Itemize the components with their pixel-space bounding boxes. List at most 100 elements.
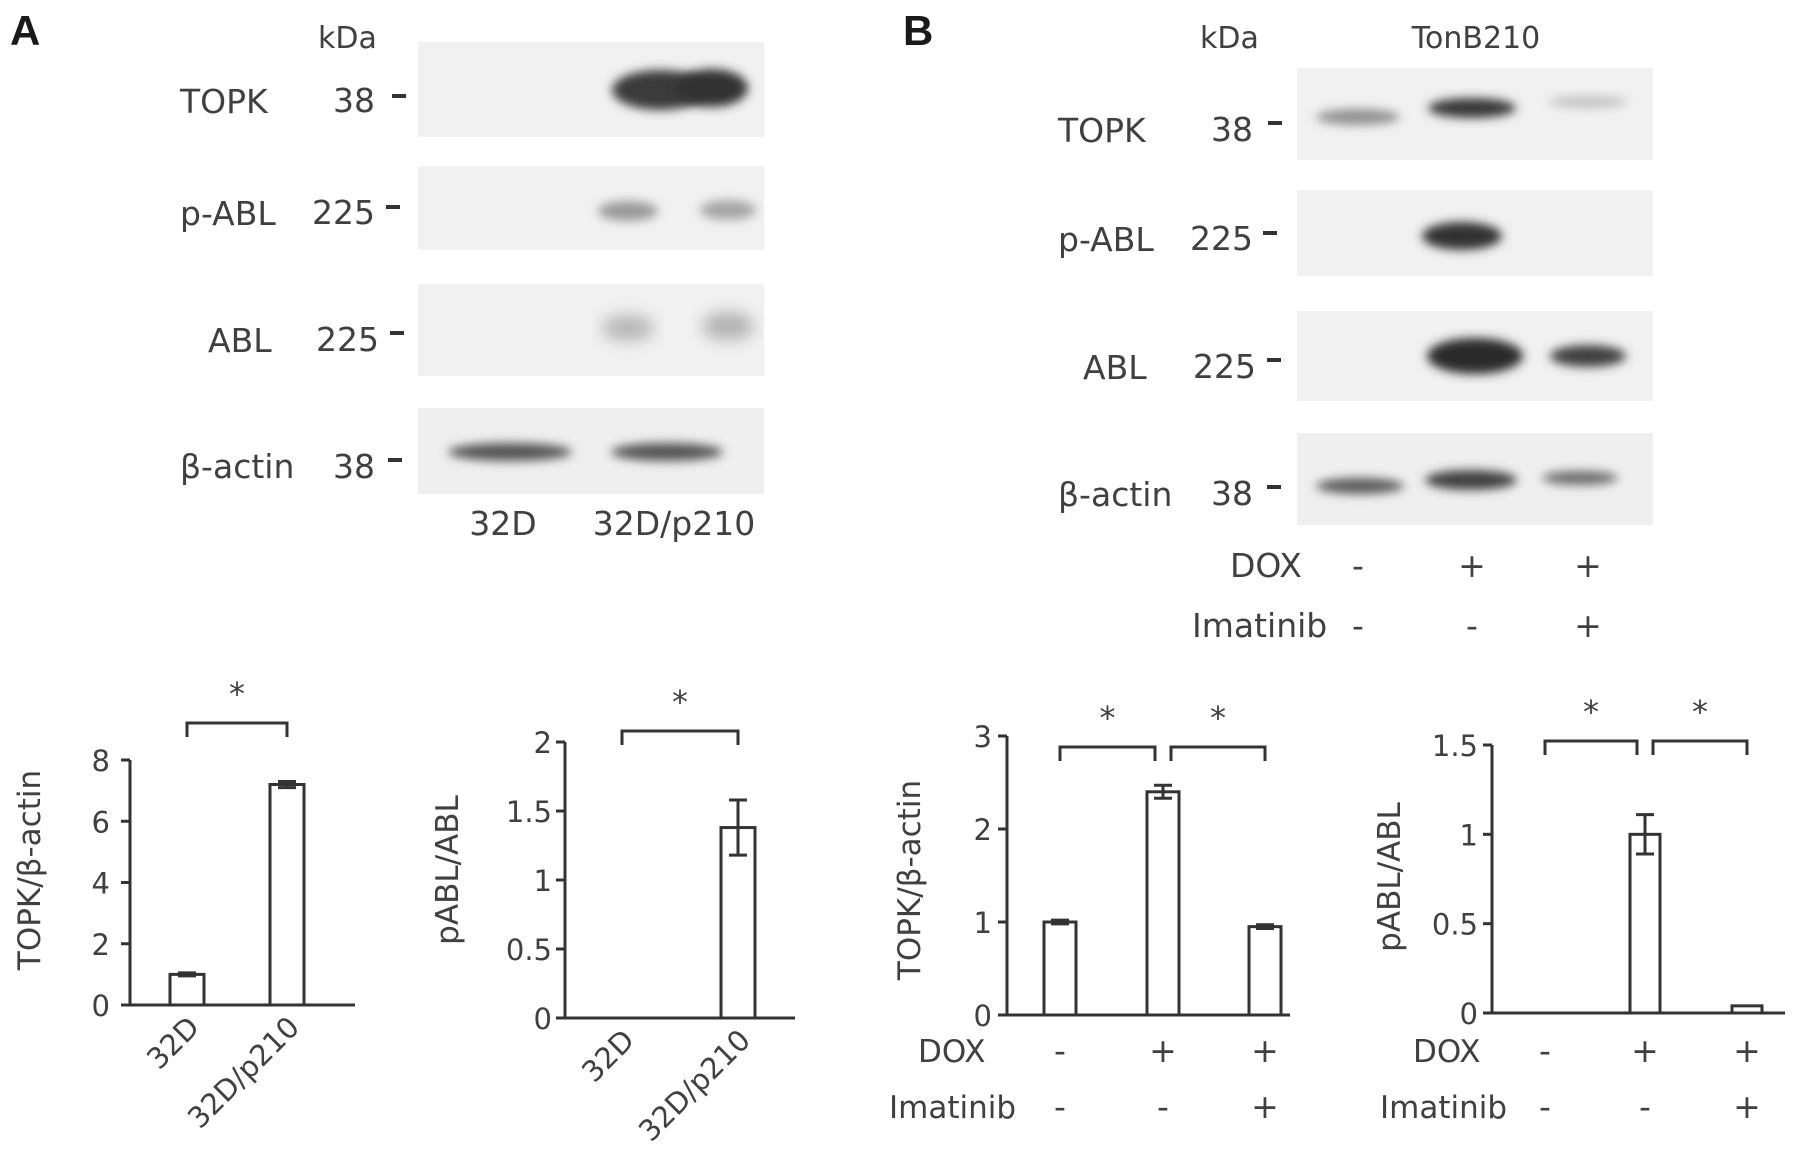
bar (1042, 920, 1078, 1017)
chart-b-topk-actin: 0 1 2 3 TOPK/β-actin * * DOX - + + Imatinib - - + (889, 699, 1290, 1126)
y-tick-label: 1.5 (506, 795, 552, 829)
treatment-sign: + (1631, 1031, 1659, 1070)
panel-b-treatment-sign: - (1352, 546, 1364, 585)
bar (268, 783, 306, 1007)
blot-band (700, 200, 756, 220)
bar (1247, 925, 1283, 1017)
treatment-sign: - (1054, 1031, 1066, 1070)
panel-a-kda-marker: 225 (312, 193, 375, 232)
y-axis-label: TOPK/β-actin (892, 780, 928, 981)
blot-band (1422, 222, 1502, 250)
panel-b-blot-row-actin: β-actin 38 (1058, 433, 1653, 525)
blot-band (1316, 478, 1404, 494)
panel-b-kda-marker: 38 (1211, 110, 1253, 149)
panel-a-blot-row-pabl: p-ABL 225 (180, 166, 764, 250)
x-category-label: 32D (575, 1023, 641, 1089)
y-tick-label: 2 (92, 928, 110, 962)
significance-bracket (1169, 745, 1267, 761)
significance-star: * (229, 675, 245, 713)
y-tick-label: 0 (1460, 997, 1478, 1031)
blot-band (1425, 470, 1517, 490)
panel-a-kda-marker: 38 (333, 447, 375, 486)
treatment-sign: - (1157, 1087, 1169, 1126)
panel-b-cell-line: TonB210 (1411, 21, 1540, 56)
treatment-label: DOX (918, 1034, 986, 1070)
panel-a-lane-label: 32D (469, 504, 536, 543)
treatment-sign: - (1539, 1031, 1551, 1070)
y-tick-label: 6 (92, 805, 110, 839)
x-category-label: 32D (140, 1010, 206, 1076)
panel-a-blot-row-abl: ABL 225 (208, 284, 764, 376)
y-tick-label: 1 (1460, 818, 1478, 852)
treatment-sign: + (1251, 1031, 1279, 1070)
panel-a-protein-label: p-ABL (180, 194, 276, 233)
panel-a-protein-label: TOPK (179, 82, 269, 121)
panel-b-kda-label: kDa (1200, 21, 1259, 56)
significance-star: * (1583, 693, 1599, 731)
y-tick-label: 1.5 (1432, 729, 1478, 763)
significance-star: * (1210, 699, 1226, 737)
treatment-label: DOX (1413, 1034, 1481, 1070)
y-axis-label: pABL/ABL (1372, 801, 1408, 951)
bar (1145, 790, 1181, 1017)
significance-bracket (185, 721, 289, 737)
blot-band (1548, 96, 1628, 108)
significance-bracket (1651, 739, 1749, 755)
panel-b-blot-row-topk: TOPK 38 (1057, 68, 1653, 160)
panel-b-treatment-sign: + (1574, 606, 1602, 645)
blot-band (598, 201, 658, 221)
y-axis-label: TOPK/β-actin (12, 770, 48, 971)
panel-b-treatment-sign: - (1466, 606, 1478, 645)
treatment-sign: - (1639, 1087, 1651, 1126)
panel-a-blot-row-topk: TOPK 38 (179, 42, 764, 137)
blot-band (448, 443, 572, 461)
x-category-label: 32D/p210 (632, 1023, 757, 1148)
y-tick-label: 8 (92, 744, 110, 778)
treatment-sign: + (1251, 1087, 1279, 1126)
blot-band (611, 443, 723, 461)
panel-b-treatment-label: Imatinib (1192, 606, 1327, 645)
treatment-sign: + (1733, 1031, 1761, 1070)
panel-b-treatment-sign: + (1574, 546, 1602, 585)
bar (168, 972, 206, 1007)
blot-band (1316, 109, 1400, 125)
treatment-sign: - (1054, 1087, 1066, 1126)
panel-b-blot: B kDa TonB210 TOPK 38 p-ABL 225 ABL 225 (903, 7, 1653, 645)
panel-b-letter: B (903, 7, 933, 54)
y-tick-label: 0 (92, 989, 110, 1023)
panel-a-lane-label: 32D/p210 (593, 504, 755, 543)
panel-b-protein-label: ABL (1083, 348, 1147, 387)
panel-a-protein-label: ABL (208, 321, 272, 360)
treatment-label: Imatinib (889, 1090, 1016, 1126)
panel-a-protein-label: β-actin (180, 447, 294, 486)
panel-b-protein-label: TOPK (1057, 111, 1147, 150)
bar (1628, 832, 1662, 1015)
significance-bracket (620, 729, 740, 745)
treatment-label: Imatinib (1380, 1090, 1507, 1126)
y-tick-label: 4 (92, 867, 110, 901)
panel-a-letter: A (10, 7, 40, 54)
panel-b-treatment-label: DOX (1230, 546, 1302, 585)
significance-bracket (1058, 745, 1157, 761)
panel-a-kda-marker: 225 (316, 320, 379, 359)
blot-band (602, 315, 654, 341)
bar (1730, 1004, 1764, 1015)
blot-band (676, 69, 748, 107)
blot-band (1427, 338, 1523, 374)
panel-b-kda-marker: 225 (1193, 347, 1256, 386)
significance-star: * (1692, 693, 1708, 731)
blot-band (1542, 471, 1618, 485)
y-tick-label: 3 (974, 720, 992, 754)
blot-band (702, 312, 754, 340)
panel-a-kda-marker: 38 (333, 81, 375, 120)
y-axis-label: pABL/ABL (430, 794, 466, 944)
significance-star: * (1100, 699, 1116, 737)
panel-b-treatment-sign: + (1458, 546, 1486, 585)
treatment-sign: - (1539, 1087, 1551, 1126)
y-tick-label: 0.5 (506, 933, 552, 967)
panel-b-blot-row-pabl: p-ABL 225 (1058, 190, 1653, 276)
